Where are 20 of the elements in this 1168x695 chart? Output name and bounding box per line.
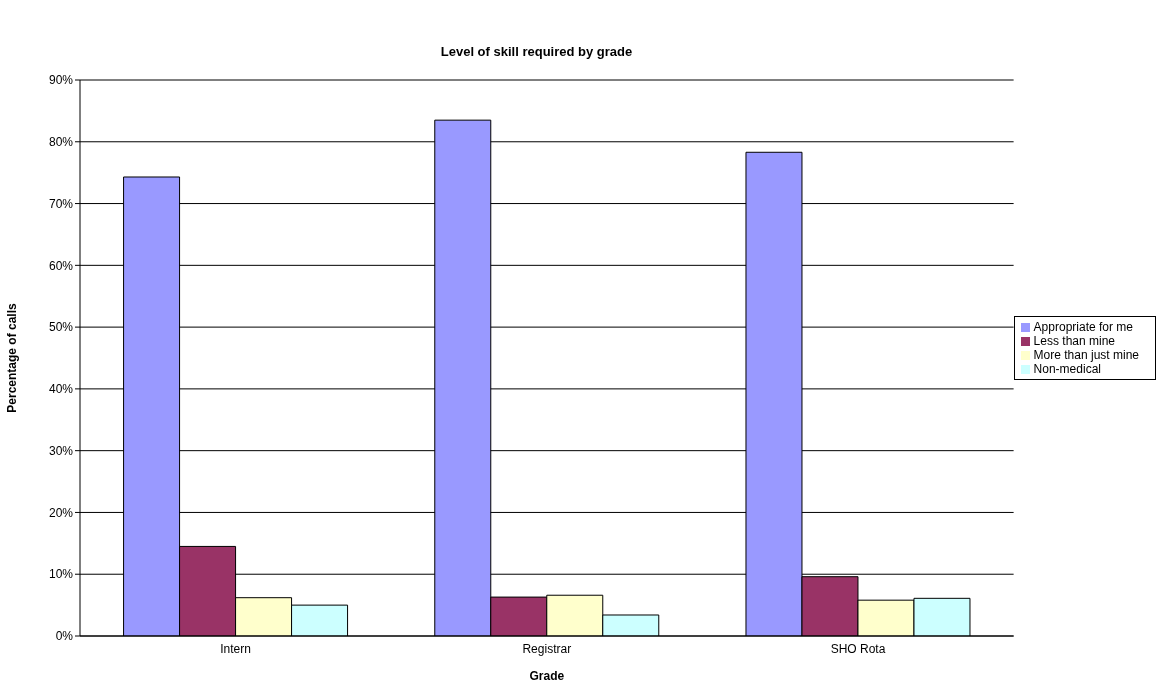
legend-label: Non-medical [1033,361,1101,376]
y-tick-label: 60% [48,258,74,273]
x-axis-title: Grade [529,669,565,683]
y-tick-label: 30% [48,443,74,458]
x-tick-label: Intern [220,641,251,656]
chart-title: Level of skill required by grade [439,44,634,59]
y-axis-title: Percentage of calls [5,302,20,413]
y-tick-label: 80% [48,135,74,150]
y-tick-label: 40% [48,382,74,397]
legend-label: More than just mine [1033,347,1139,362]
x-tick-label: SHO Rota [830,641,886,656]
y-tick-label: 70% [48,196,74,211]
legend-label: Appropriate for me [1033,319,1133,334]
y-tick-label: 20% [48,505,74,520]
y-tick-label: 50% [48,320,74,335]
y-tick-label: 0% [55,629,74,644]
y-tick-label: 10% [48,567,74,582]
x-tick-label: Registrar [522,641,572,656]
legend-label: Less than mine [1033,333,1115,348]
y-tick-label: 90% [48,73,74,88]
